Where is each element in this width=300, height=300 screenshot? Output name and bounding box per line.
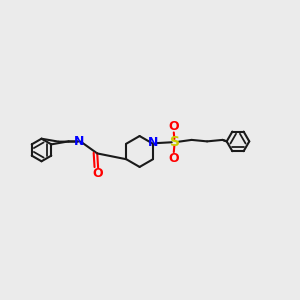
- Text: O: O: [93, 167, 104, 179]
- Text: S: S: [170, 135, 180, 149]
- Text: N: N: [74, 135, 85, 148]
- Text: O: O: [169, 120, 179, 133]
- Text: O: O: [169, 152, 179, 164]
- Text: N: N: [148, 136, 158, 149]
